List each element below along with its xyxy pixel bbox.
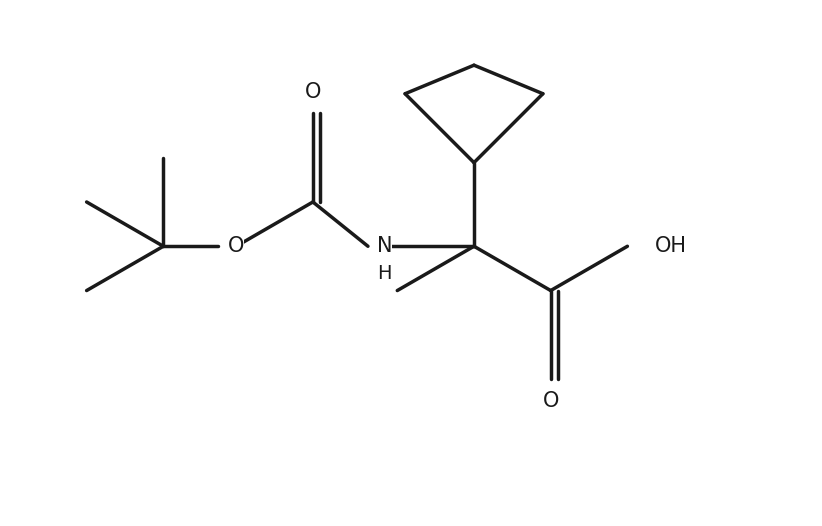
Text: O: O	[305, 82, 321, 102]
Text: N: N	[377, 236, 392, 256]
Text: O: O	[228, 236, 244, 256]
Text: OH: OH	[655, 236, 687, 256]
Text: O: O	[543, 391, 559, 411]
Text: H: H	[377, 265, 392, 284]
